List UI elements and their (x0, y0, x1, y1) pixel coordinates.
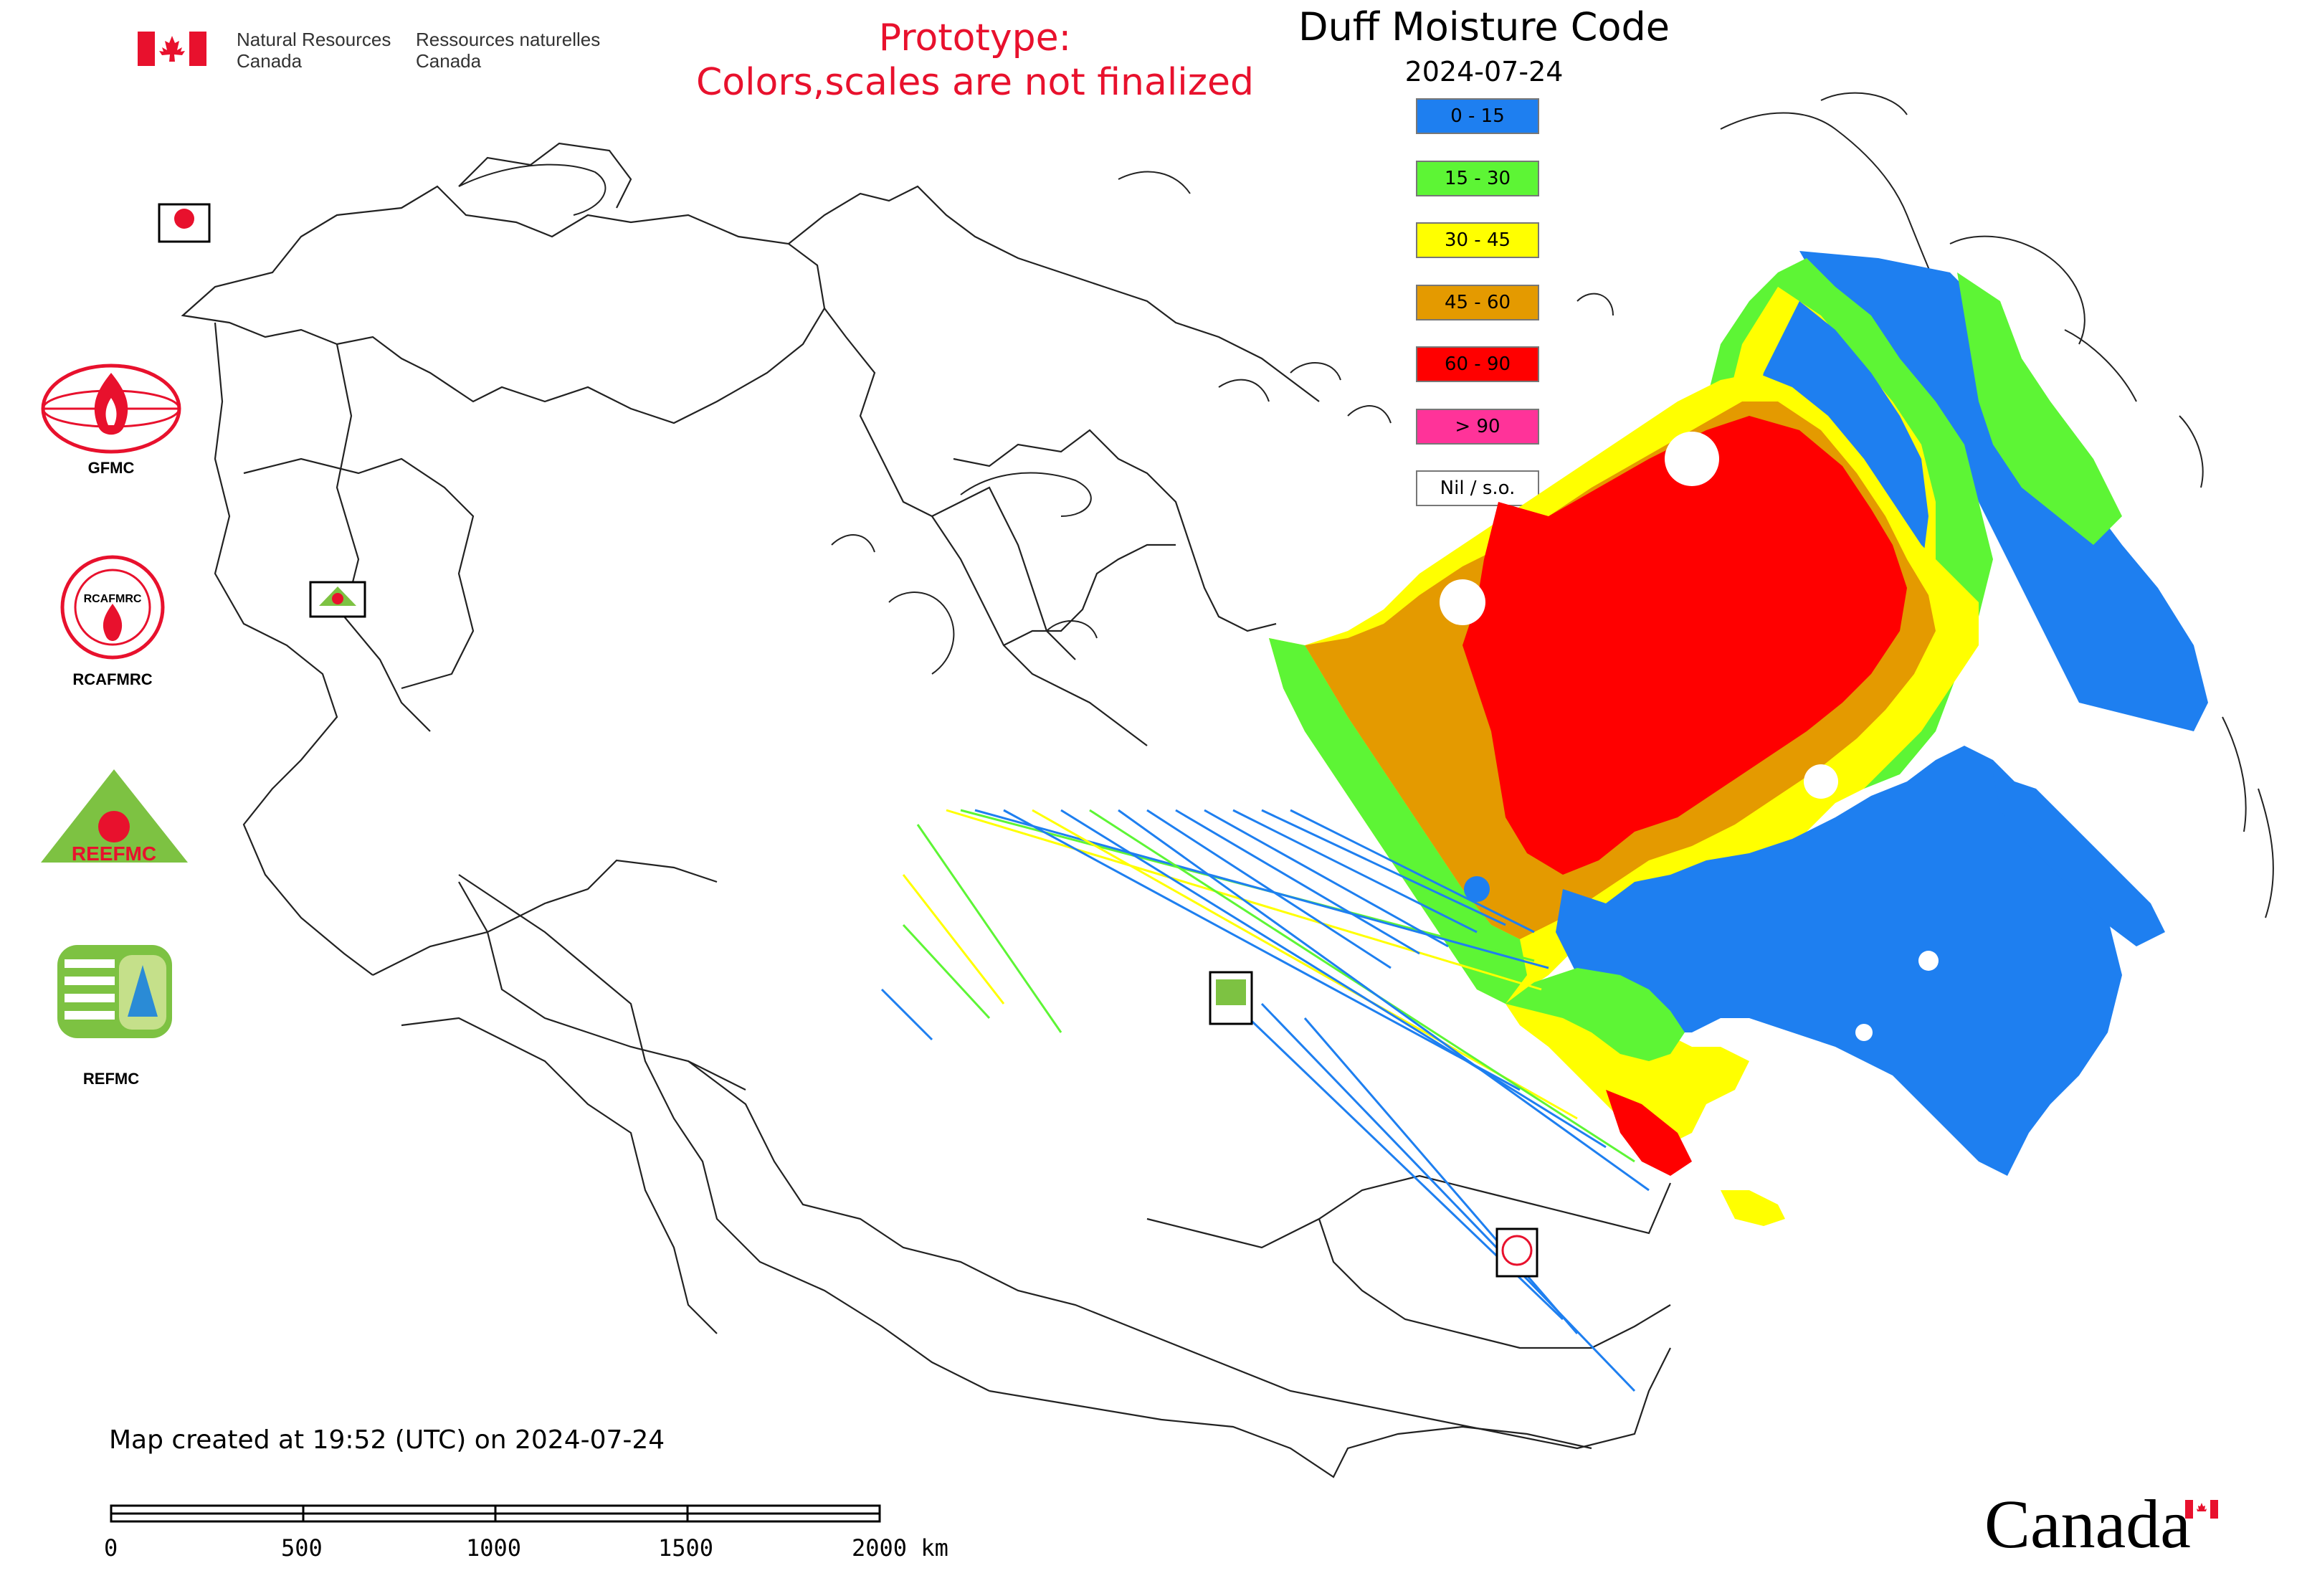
refmc-logo-icon (57, 945, 172, 1041)
legend-item-over-90: > 90 (1416, 409, 1539, 445)
scale-tick-2000: 2000 km (852, 1534, 948, 1562)
canada-wordmark: Canada (1984, 1486, 2191, 1562)
scale-tick-500: 500 (281, 1534, 323, 1562)
canada-flag-icon (138, 32, 206, 69)
wordmark-flag-icon (2185, 1500, 2218, 1521)
legend-item-0-15: 0 - 15 (1416, 98, 1539, 134)
dmc-raster (880, 251, 2208, 1392)
svg-text:REEFMC: REEFMC (72, 842, 156, 865)
scale-tick-1500: 1500 (658, 1534, 714, 1562)
map-logo-marks (174, 209, 1533, 1266)
country-borders (181, 142, 1672, 1478)
legend-item-45-60: 45 - 60 (1416, 285, 1539, 320)
gfmc-logo-icon (39, 362, 183, 458)
legend-item-15-30: 15 - 30 (1416, 161, 1539, 196)
prototype-notice: Prototype: Colors,scales are not finaliz… (695, 16, 1255, 104)
scale-tick-1000: 1000 (466, 1534, 522, 1562)
legend-item-nil: Nil / s.o. (1416, 470, 1539, 506)
map-created-note: Map created at 19:52 (UTC) on 2024-07-24 (109, 1425, 665, 1455)
agency-name-fr: Ressources naturelles Canada (416, 29, 601, 72)
legend-item-60-90: 60 - 90 (1416, 346, 1539, 382)
agency-name-en: Natural Resources Canada (237, 29, 391, 72)
rcafmrc-logo-icon: RCAFMRC (59, 554, 166, 664)
gfmc-label: GFMC (87, 459, 135, 477)
svg-text:RCAFMRC: RCAFMRC (84, 593, 142, 605)
refmc-label: REFMC (82, 1070, 140, 1088)
scale-bar (110, 1504, 881, 1523)
legend-item-30-45: 30 - 45 (1416, 222, 1539, 258)
map-title: Duff Moisture Code (1298, 4, 1670, 49)
reefmc-logo-icon: REEFMC (37, 766, 191, 869)
rcafmrc-label: RCAFMRC (72, 670, 153, 688)
map-date: 2024-07-24 (1404, 56, 1564, 87)
arctic-islands (458, 92, 2274, 918)
scale-tick-0: 0 (104, 1534, 118, 1562)
